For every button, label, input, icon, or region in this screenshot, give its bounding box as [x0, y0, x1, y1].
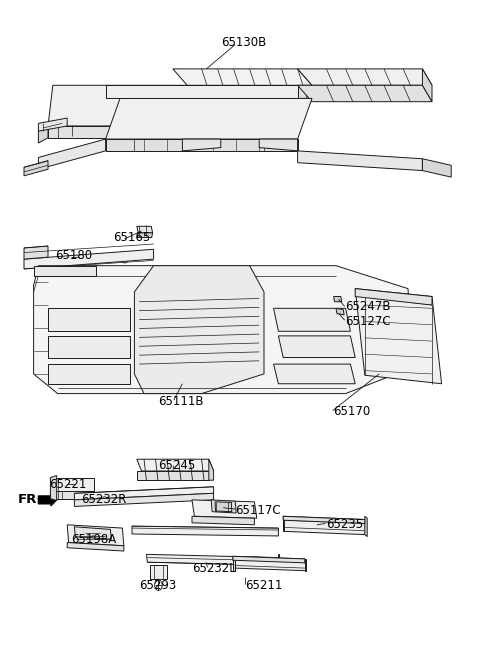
Polygon shape [422, 159, 451, 177]
Polygon shape [274, 364, 355, 384]
Polygon shape [106, 98, 312, 139]
Polygon shape [283, 516, 365, 523]
Text: 65111B: 65111B [158, 395, 204, 408]
Polygon shape [215, 502, 232, 512]
Polygon shape [137, 226, 153, 233]
Polygon shape [137, 471, 209, 480]
Text: 65211: 65211 [245, 579, 282, 592]
Polygon shape [137, 459, 214, 471]
Polygon shape [283, 516, 284, 531]
Polygon shape [134, 266, 264, 394]
Polygon shape [74, 493, 214, 506]
Polygon shape [137, 233, 153, 237]
Text: 65247B: 65247B [346, 300, 391, 313]
Text: 65235: 65235 [326, 518, 363, 531]
Polygon shape [298, 69, 432, 85]
Polygon shape [48, 126, 182, 138]
Polygon shape [334, 297, 342, 302]
Polygon shape [34, 266, 96, 276]
Polygon shape [38, 126, 48, 143]
Polygon shape [187, 85, 312, 98]
Text: 65130B: 65130B [221, 36, 266, 49]
Polygon shape [67, 525, 124, 546]
Text: 65180: 65180 [55, 249, 92, 262]
Polygon shape [50, 476, 57, 501]
Polygon shape [278, 554, 279, 565]
Polygon shape [298, 85, 432, 102]
Text: 65117C: 65117C [235, 504, 281, 517]
Polygon shape [24, 161, 48, 176]
Polygon shape [192, 516, 254, 525]
Polygon shape [38, 139, 106, 169]
Text: 65221: 65221 [49, 478, 87, 491]
Polygon shape [106, 139, 298, 151]
Polygon shape [146, 554, 279, 565]
Polygon shape [173, 69, 312, 85]
Polygon shape [50, 478, 94, 491]
Polygon shape [298, 151, 422, 171]
Polygon shape [192, 500, 257, 518]
Text: 65127C: 65127C [346, 315, 391, 328]
Polygon shape [233, 556, 305, 563]
Text: FR.: FR. [18, 493, 43, 506]
Text: 65245: 65245 [158, 459, 196, 472]
Text: 65165: 65165 [113, 231, 150, 244]
Polygon shape [233, 556, 306, 571]
Text: 65170: 65170 [334, 405, 371, 419]
Polygon shape [48, 85, 187, 126]
Polygon shape [182, 139, 221, 151]
Polygon shape [24, 246, 48, 259]
Polygon shape [259, 139, 298, 151]
Polygon shape [50, 491, 94, 499]
Polygon shape [48, 336, 130, 358]
Polygon shape [211, 500, 236, 513]
Polygon shape [106, 85, 298, 98]
Text: 65293: 65293 [139, 579, 177, 592]
Polygon shape [34, 266, 413, 394]
Polygon shape [132, 526, 278, 536]
Text: 65232L: 65232L [192, 562, 236, 575]
Polygon shape [336, 308, 344, 315]
Polygon shape [355, 289, 432, 305]
Polygon shape [278, 336, 355, 358]
Polygon shape [365, 516, 367, 537]
Polygon shape [38, 118, 67, 131]
Polygon shape [233, 556, 235, 571]
FancyArrow shape [38, 494, 57, 506]
Polygon shape [305, 559, 306, 571]
Polygon shape [74, 527, 111, 539]
Polygon shape [283, 516, 366, 535]
Polygon shape [48, 308, 130, 331]
Polygon shape [355, 289, 442, 384]
Polygon shape [422, 69, 432, 102]
Polygon shape [74, 487, 214, 500]
Polygon shape [24, 249, 154, 269]
Polygon shape [274, 308, 350, 331]
Polygon shape [209, 459, 214, 480]
Polygon shape [67, 543, 124, 551]
Text: 65198A: 65198A [71, 533, 116, 546]
Polygon shape [150, 565, 167, 579]
Polygon shape [48, 364, 130, 384]
Text: 65232R: 65232R [81, 493, 126, 506]
